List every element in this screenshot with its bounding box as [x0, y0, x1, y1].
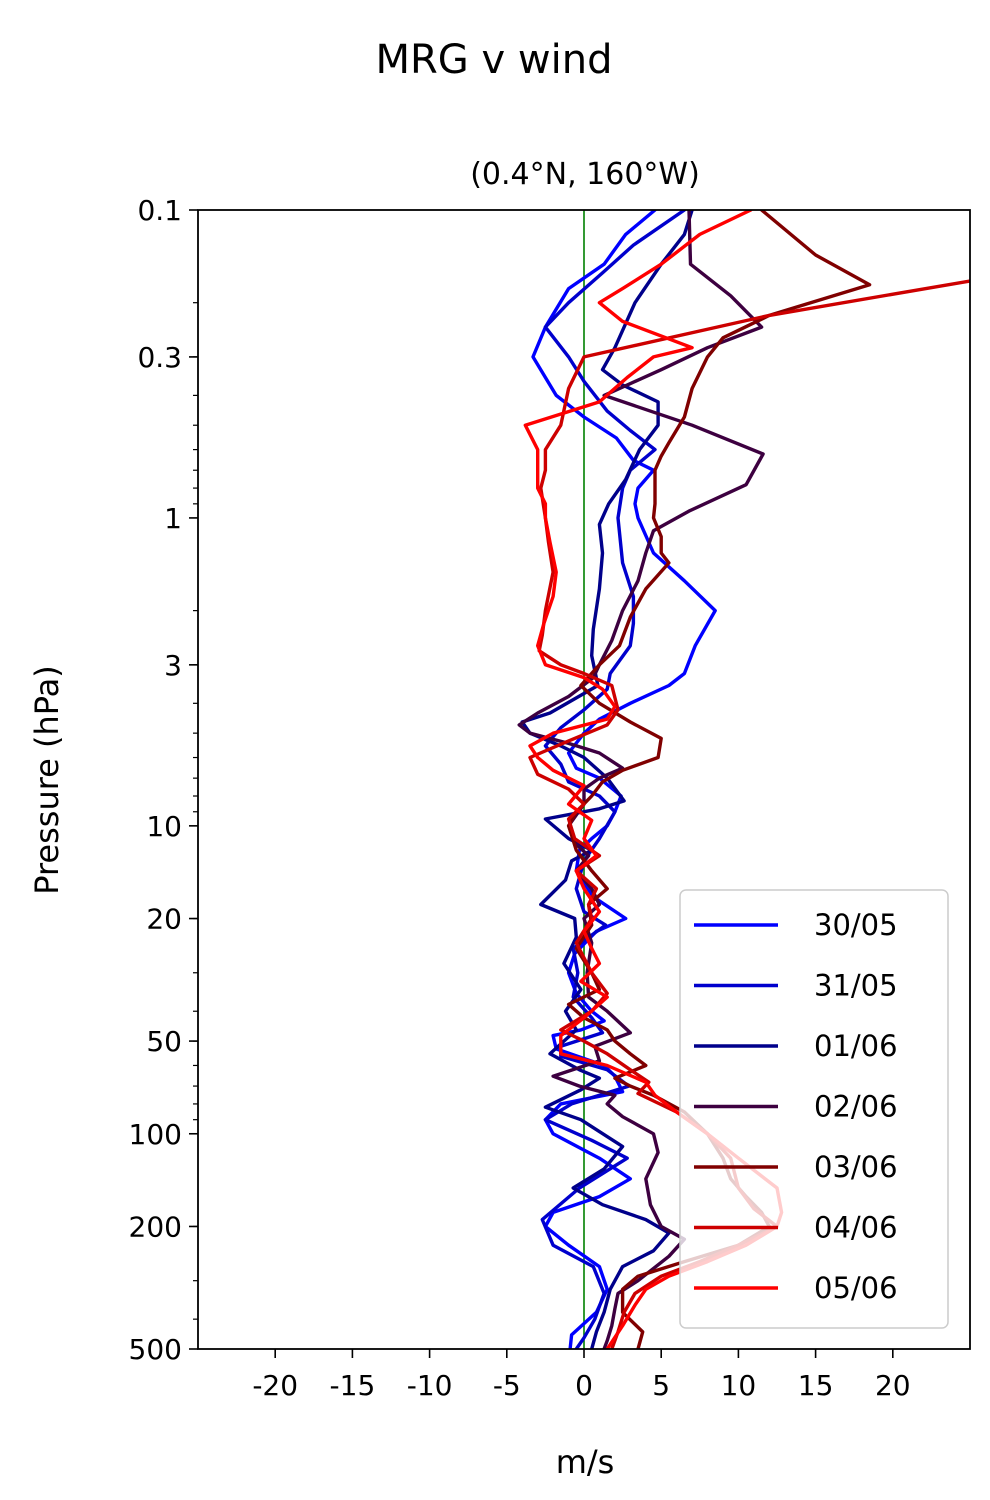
legend-label: 31/05 [814, 969, 898, 1003]
series-line-31-05 [540, 210, 687, 1349]
y-axis: 0.1 0.3 1 3 10 20 50 100 200 500 [129, 194, 198, 1366]
y-tick-label: 0.3 [137, 341, 182, 374]
y-tick-label: 20 [146, 903, 182, 936]
x-tick-label: -20 [252, 1369, 298, 1402]
legend: 30/05 31/05 01/06 02/06 03/06 04/06 05/06 [679, 889, 949, 1329]
legend-item: 30/05 [694, 908, 898, 942]
legend-item: 01/06 [694, 1029, 898, 1063]
legend-label: 05/06 [814, 1271, 898, 1305]
legend-item: 02/06 [694, 1090, 898, 1124]
x-tick-label: -15 [330, 1369, 376, 1402]
y-tick-label: 50 [146, 1025, 182, 1058]
x-tick-label: -5 [493, 1369, 521, 1402]
legend-item: 03/06 [694, 1150, 898, 1184]
y-tick-label: 500 [129, 1333, 182, 1366]
series-line-02-06 [517, 210, 765, 1349]
y-tick-label: 100 [129, 1118, 182, 1151]
y-tick-label: 3 [164, 649, 182, 682]
legend-label: 30/05 [814, 908, 898, 942]
x-tick-label: 0 [575, 1369, 593, 1402]
x-tick-label: 5 [652, 1369, 670, 1402]
x-axis-label: m/s [556, 1443, 615, 1481]
legend-label: 01/06 [814, 1029, 898, 1063]
legend-label: 03/06 [814, 1150, 898, 1184]
chart-title: MRG v wind [376, 37, 613, 83]
x-tick-label: 20 [875, 1369, 911, 1402]
chart-subtitle: (0.4°N, 160°W) [470, 157, 700, 192]
legend-box [679, 889, 949, 1329]
legend-item: 04/06 [694, 1211, 898, 1245]
x-axis: -20 -15 -10 -5 0 5 10 15 20 [252, 1349, 911, 1402]
y-tick-label: 1 [164, 502, 182, 535]
legend-item: 31/05 [694, 969, 898, 1003]
x-tick-label: -10 [407, 1369, 453, 1402]
y-tick-label: 200 [129, 1210, 182, 1243]
x-tick-label: 15 [798, 1369, 834, 1402]
y-tick-label: 10 [146, 810, 182, 843]
legend-label: 04/06 [814, 1211, 898, 1245]
legend-label: 02/06 [814, 1090, 898, 1124]
legend-item: 05/06 [694, 1271, 898, 1305]
y-axis-label: Pressure (hPa) [28, 665, 66, 895]
x-tick-label: 10 [721, 1369, 757, 1402]
y-tick-label: 0.1 [137, 194, 182, 227]
